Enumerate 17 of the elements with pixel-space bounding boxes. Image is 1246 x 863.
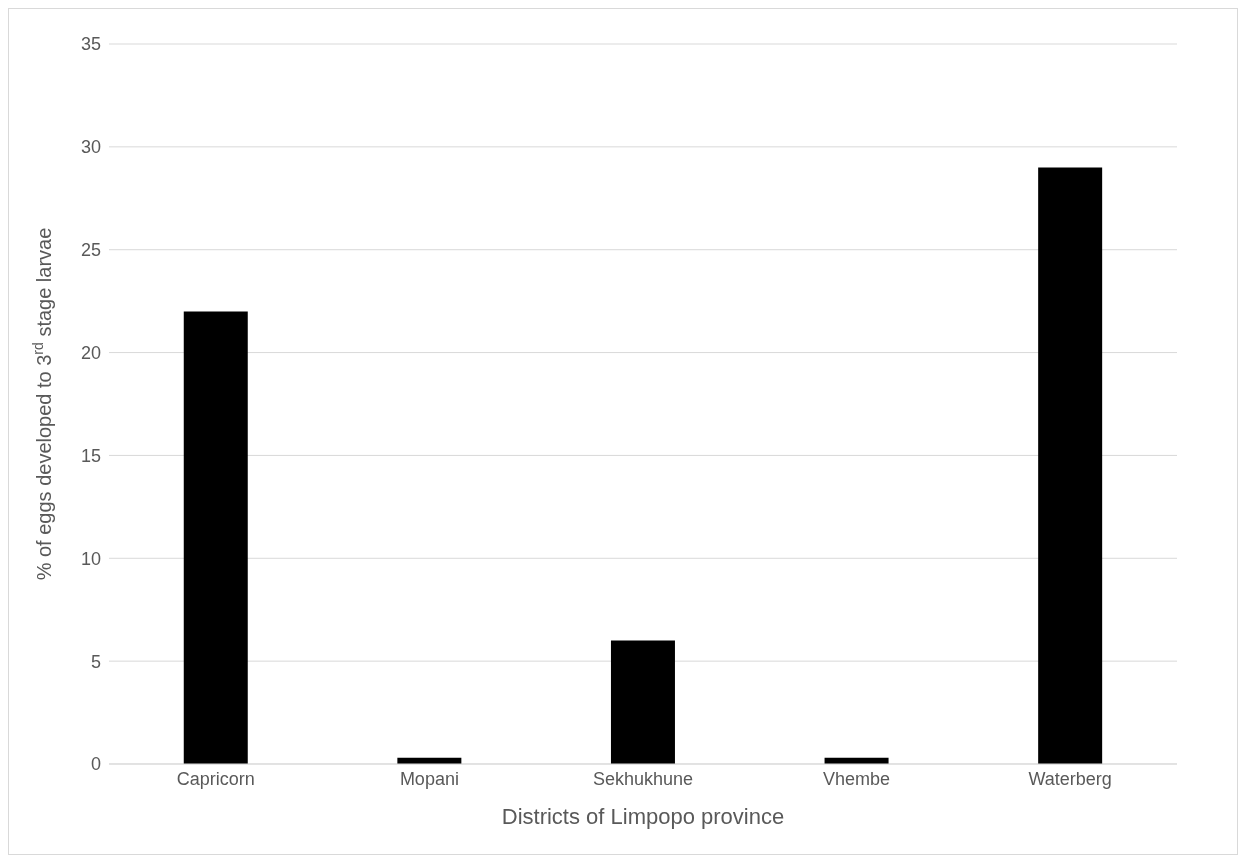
y-tick-label: 0 bbox=[90, 754, 101, 775]
x-tick-label: Mopani bbox=[399, 768, 459, 789]
y-tick-label: 15 bbox=[80, 445, 101, 466]
x-axis-title: Districts of Limpopo province bbox=[501, 804, 785, 829]
x-tick-label: Sekhukhune bbox=[592, 768, 694, 789]
y-tick-label: 30 bbox=[80, 137, 101, 158]
x-tick-label: Capricorn bbox=[176, 768, 255, 789]
y-tick-label: 10 bbox=[80, 548, 101, 569]
y-tick-label: 20 bbox=[80, 342, 101, 363]
bar bbox=[183, 311, 248, 764]
y-tick-label: 5 bbox=[90, 651, 101, 672]
y-tick-label: 25 bbox=[80, 240, 101, 261]
x-tick-label: Vhembe bbox=[823, 768, 891, 789]
bar bbox=[1038, 167, 1103, 764]
x-tick-label: Waterberg bbox=[1028, 768, 1112, 789]
y-tick-label: 35 bbox=[80, 34, 101, 55]
bar bbox=[610, 640, 675, 764]
